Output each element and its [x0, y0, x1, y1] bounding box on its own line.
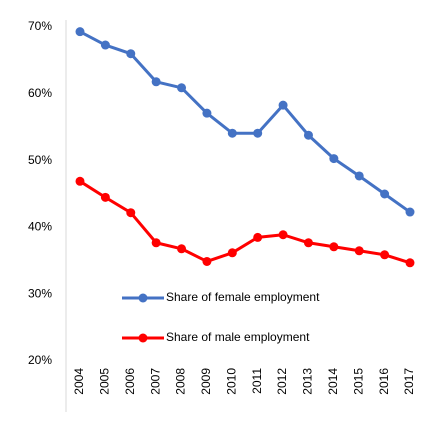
y-tick-label: 30%	[28, 286, 52, 300]
x-tick-label: 2016	[377, 368, 391, 395]
data-point	[405, 207, 415, 217]
legend-marker	[138, 333, 148, 343]
x-tick-label: 2004	[72, 368, 86, 395]
x-tick-label: 2014	[326, 368, 340, 395]
data-point	[405, 258, 415, 268]
y-tick-label: 70%	[28, 19, 52, 33]
data-point	[126, 49, 136, 59]
data-point	[151, 238, 161, 248]
x-tick-label: 2005	[98, 368, 112, 395]
series-line	[79, 30, 411, 214]
data-point	[151, 77, 161, 87]
data-point	[227, 128, 237, 138]
x-tick-label: 2012	[275, 368, 289, 395]
data-point	[380, 189, 390, 199]
x-tick-label: 2008	[174, 368, 188, 395]
y-tick-label: 40%	[28, 220, 52, 234]
legend-label: Share of male employment	[166, 330, 310, 344]
x-tick-label: 2011	[250, 368, 264, 394]
data-point	[354, 246, 364, 256]
x-tick-label: 2009	[199, 368, 213, 395]
data-point	[75, 27, 85, 37]
x-tick-label: 2010	[224, 368, 238, 395]
data-point	[75, 176, 85, 186]
data-point	[253, 232, 263, 242]
x-tick-label: 2007	[148, 368, 162, 395]
data-point	[253, 128, 263, 138]
data-point	[329, 154, 339, 164]
legend-marker	[138, 293, 148, 303]
y-tick-label: 20%	[28, 353, 52, 367]
y-tick-label: 60%	[28, 86, 52, 100]
legend-label: Share of female employment	[166, 290, 320, 304]
x-tick-label: 2006	[123, 368, 137, 395]
data-point	[177, 244, 187, 254]
data-point	[100, 40, 110, 50]
data-point	[303, 238, 313, 248]
x-tick-label: 2017	[402, 368, 416, 395]
data-point	[202, 256, 212, 266]
data-point	[227, 248, 237, 258]
data-point	[329, 242, 339, 252]
y-tick-label: 50%	[28, 153, 52, 167]
data-point	[177, 83, 187, 93]
data-point	[278, 230, 288, 240]
data-point	[278, 100, 288, 110]
data-point	[303, 130, 313, 140]
data-point	[100, 192, 110, 202]
x-tick-label: 2013	[301, 368, 315, 395]
data-point	[202, 108, 212, 118]
data-point	[380, 250, 390, 260]
data-point	[126, 208, 136, 218]
x-tick-label: 2015	[351, 368, 365, 395]
data-point	[354, 171, 364, 181]
